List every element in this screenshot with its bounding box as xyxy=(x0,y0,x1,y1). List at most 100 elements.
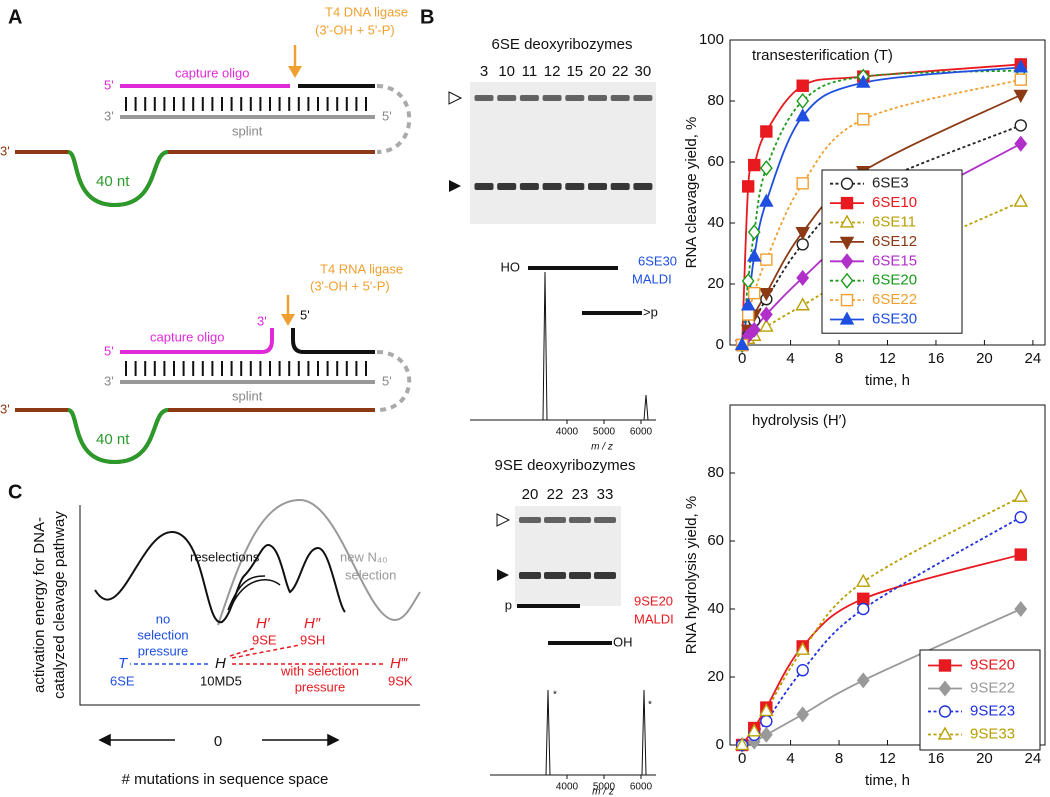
state: H′ xyxy=(256,615,271,632)
legend-label: 6SE11 xyxy=(872,213,916,230)
splint-label: splint xyxy=(232,388,263,403)
end-label: 5' xyxy=(104,77,114,92)
y-tick-label: 20 xyxy=(707,275,724,292)
marker xyxy=(857,602,870,616)
enzyme: T4 DNA ligase xyxy=(325,4,408,19)
end-label: 3' xyxy=(104,373,114,388)
oligo-label: capture oligo xyxy=(175,65,249,80)
y-tick-label: 40 xyxy=(707,600,724,617)
tick-label: 4000 xyxy=(556,782,579,793)
marker xyxy=(759,160,773,177)
legend-label: 6SE10 xyxy=(872,194,917,211)
tick-label: 5000 xyxy=(593,782,616,793)
axis-label: m / z xyxy=(591,442,613,453)
state-name: 9SK xyxy=(388,673,413,688)
label: selection xyxy=(345,567,396,582)
band xyxy=(542,183,562,190)
end-label: 3' xyxy=(257,313,267,328)
gel-lanes: 3 10 11 12 15 20 22 30 xyxy=(474,63,653,190)
annotation: hydrolysis (H′) xyxy=(752,412,847,429)
base-pairs xyxy=(125,97,367,111)
ligation-top xyxy=(15,45,412,208)
lane-label: 20 xyxy=(522,486,539,503)
label: reselections xyxy=(190,549,260,564)
legend-label: 9SE20 xyxy=(970,656,1015,673)
x-tick-label: 24 xyxy=(1025,750,1042,767)
marker xyxy=(938,705,952,718)
x-label: time, h xyxy=(865,772,910,789)
state: H‴ xyxy=(390,655,408,672)
state-name: 6SE xyxy=(110,673,135,688)
label: no xyxy=(156,611,170,626)
legend-label: 6SE20 xyxy=(872,272,917,289)
state: H xyxy=(215,655,226,672)
tick-label: 6000 xyxy=(630,427,653,438)
curve xyxy=(741,516,1022,746)
energy-curve xyxy=(94,530,346,624)
star: * xyxy=(648,700,652,711)
state: H″ xyxy=(304,615,321,632)
marker xyxy=(937,726,953,740)
band xyxy=(610,95,630,101)
gel-title: 9SE deoxyribozymes xyxy=(495,457,636,474)
line-chart: 0 4 8 12 16 20 24 0 20 40 60 80 100 time, h RNA cleava… xyxy=(683,31,1046,389)
arrow xyxy=(231,644,301,659)
method-label: MALDI xyxy=(632,271,672,286)
x-tick-label: 20 xyxy=(976,750,993,767)
band xyxy=(544,572,566,579)
end-label: HO xyxy=(501,259,521,274)
marker xyxy=(740,297,756,311)
x-tick-label: 8 xyxy=(835,350,843,367)
loop xyxy=(376,84,412,154)
x-tick-label: 4 xyxy=(786,350,794,367)
marker xyxy=(857,592,870,605)
band xyxy=(519,517,541,523)
marker xyxy=(840,177,854,190)
band xyxy=(519,95,539,101)
lane-label: 30 xyxy=(635,63,652,80)
marker xyxy=(795,641,810,655)
marker xyxy=(734,336,750,351)
marker xyxy=(1014,511,1027,524)
marker xyxy=(795,297,810,311)
loop-40nt xyxy=(67,408,169,465)
x-tick-label: 8 xyxy=(835,750,843,767)
star: * xyxy=(553,690,557,701)
spectrum xyxy=(490,689,656,776)
ends: (3'-OH + 5'-P) xyxy=(310,278,390,293)
gel-title: 6SE deoxyribozymes xyxy=(492,36,633,53)
marker xyxy=(938,680,952,697)
band xyxy=(565,95,585,101)
x-tick-label: 24 xyxy=(1025,350,1042,367)
lane-label: 33 xyxy=(597,486,614,503)
base-pairs xyxy=(125,361,367,376)
y-label: activation energy for DNA- xyxy=(31,517,48,693)
band xyxy=(519,183,539,190)
band xyxy=(497,95,517,101)
product-marker xyxy=(449,180,461,192)
splint-label: splint xyxy=(232,123,263,138)
legend-label: 6SE30 xyxy=(872,310,917,327)
y-tick-label: 60 xyxy=(707,153,724,170)
y-tick-label: 80 xyxy=(707,92,724,109)
end-label: 5' xyxy=(382,108,392,123)
marker xyxy=(1014,119,1027,132)
state: T xyxy=(118,655,129,672)
method-label: MALDI xyxy=(634,611,674,626)
band xyxy=(588,95,607,101)
panel-label: A xyxy=(8,6,22,28)
arrow-head xyxy=(288,66,302,78)
loop-40nt xyxy=(67,150,169,208)
y-tick-label: 100 xyxy=(699,31,724,48)
marker xyxy=(796,79,809,92)
arrow-head xyxy=(98,733,111,747)
y-tick-label: 20 xyxy=(707,668,724,685)
panel-label: B xyxy=(420,6,434,28)
end-label: >p xyxy=(643,304,658,319)
state-name: 9SE xyxy=(252,632,277,647)
lane-label: 11 xyxy=(522,63,538,80)
arrow-head xyxy=(281,314,295,326)
band xyxy=(569,517,591,523)
